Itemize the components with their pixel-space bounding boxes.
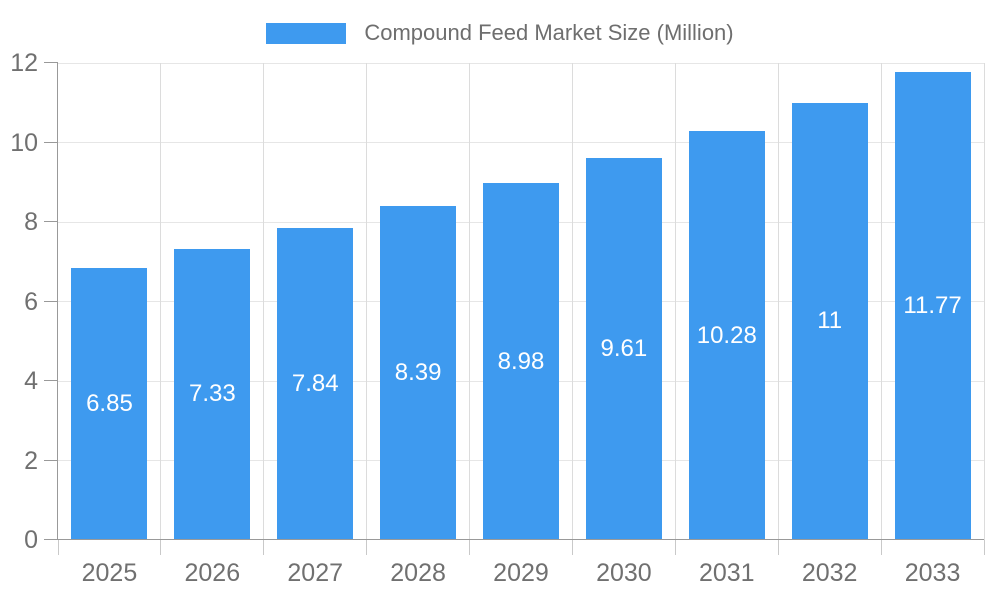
y-tick [44,141,58,143]
x-tick-label: 2032 [801,559,858,587]
y-tick [44,300,58,302]
y-tick-label: 10 [10,128,38,157]
y-tick [44,221,58,222]
gridline-h [58,62,984,64]
y-tick [44,459,58,461]
gridline-v [571,63,573,540]
bar-value-label: 6.85 [86,389,133,417]
x-tick-label: 2033 [904,559,961,587]
x-tick [263,540,265,555]
gridline-v [263,63,265,540]
gridline-v [366,63,368,540]
x-tick-label: 2029 [493,559,549,587]
x-tick [571,540,573,555]
bar-value-label: 7.33 [188,380,236,408]
x-tick-label: 2026 [184,559,241,587]
gridline-v [469,63,471,540]
bar[interactable] [174,248,251,540]
gridline-h [58,142,984,143]
bar[interactable] [483,183,559,540]
y-tick-label: 12 [10,49,38,77]
bar[interactable] [380,206,457,540]
y-tick-label: 0 [24,526,38,554]
bar[interactable] [277,228,354,540]
x-tick [57,540,59,555]
y-tick [44,62,58,63]
gridline-v [880,63,882,540]
x-tick [777,540,779,555]
y-tick-label: 4 [24,367,38,395]
bar-value-label: 7.84 [291,370,339,398]
bar[interactable] [71,267,148,540]
x-tick-label: 2027 [287,559,344,587]
gridline-v [674,63,676,540]
y-tick-label: 6 [24,287,38,316]
legend: Compound Feed Market Size (Million) [0,20,1000,46]
bar[interactable] [894,72,971,540]
y-tick-label: 2 [24,446,38,475]
legend-swatch [266,22,347,44]
legend-item[interactable]: Compound Feed Market Size (Million) [266,20,734,46]
gridline-v [777,63,779,540]
x-tick-label: 2030 [596,559,652,587]
bar[interactable] [585,158,662,540]
y-tick [44,380,58,381]
gridline-v [160,63,162,540]
bar[interactable] [791,102,868,540]
x-tick [983,540,985,555]
legend-label: Compound Feed Market Size (Million) [364,20,734,45]
bar-value-label: 11 [817,307,843,335]
x-axis-line [58,539,984,540]
gridline-v [983,63,985,540]
y-tick-label: 8 [24,208,38,236]
bar-value-label: 9.61 [600,335,648,362]
bar[interactable] [688,131,765,540]
bar-value-label: 8.98 [497,347,545,375]
x-tick [469,540,471,555]
x-tick [880,540,882,555]
y-tick [44,539,58,540]
x-tick-label: 2025 [81,559,138,587]
x-tick-label: 2028 [390,559,446,587]
y-axis-line [57,63,58,540]
x-tick [160,540,162,555]
bar-value-label: 8.39 [394,359,442,387]
bar-value-label: 11.77 [903,292,962,320]
x-tick-label: 2031 [698,559,755,587]
bar-value-label: 10.28 [696,321,757,349]
x-tick [366,540,368,555]
x-tick [674,540,676,555]
